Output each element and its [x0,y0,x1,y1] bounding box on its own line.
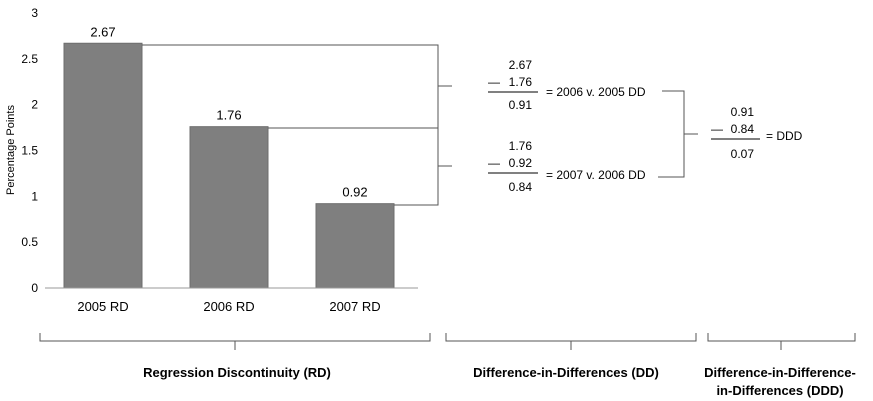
dd1-subtrahend: 1.76 [509,75,533,89]
dd2-subtrahend: 0.92 [509,156,533,170]
dd2-label: = 2007 v. 2006 DD [546,168,646,182]
y-tick-label: 3 [31,6,38,20]
ddd-minuend: 0.91 [731,105,755,119]
y-tick-label: 1 [31,189,38,203]
ddd-subtrahend: 0.84 [731,122,755,136]
data-label: 1.76 [216,108,241,123]
group-label-dd: Difference-in-Differences (DD) [473,365,659,380]
bars [63,42,395,289]
dd-calculation-2007-v-2006: 1.76 — 0.92 0.84 = 2007 v. 2006 DD [488,139,646,194]
category-labels: 2005 RD 2006 RD 2007 RD [77,299,380,314]
dd-calculation-2006-v-2005: 2.67 — 1.76 0.91 = 2006 v. 2005 DD [488,58,646,112]
ddd-minus-sign: — [711,122,723,136]
y-tick-label: 1.5 [21,144,38,158]
group-label-ddd-line2: in-Differences (DDD) [716,383,843,398]
group-label-ddd-line1: Difference-in-Difference- [704,365,856,380]
dd-bracket [658,90,685,178]
dd2-result: 0.84 [509,180,533,194]
y-tick-label: 0 [31,281,38,295]
bar [189,126,269,289]
bracket-2005-2006 [142,44,439,129]
ddd-result: 0.07 [731,147,755,161]
data-label: 2.67 [90,24,115,39]
dd1-result: 0.91 [509,98,533,112]
ddd-calculation: 0.91 — 0.84 0.07 = DDD [711,105,803,161]
y-axis-label: Percentage Points [5,105,17,195]
category-label: 2006 RD [203,299,254,314]
dd1-minuend: 2.67 [509,58,533,72]
data-labels: 2.67 1.76 0.92 [90,24,367,199]
dd1-minus-sign: — [488,75,500,89]
bar [63,42,143,289]
y-tick-label: 2 [31,98,38,112]
data-label: 0.92 [342,185,367,200]
group-label-rd: Regression Discontinuity (RD) [143,365,331,380]
dd1-label: = 2006 v. 2005 DD [546,85,646,99]
y-tick-labels: 0 0.5 1 1.5 2 2.5 3 [21,6,38,295]
category-label: 2007 RD [329,299,380,314]
ddd-label: = DDD [766,129,803,143]
category-label: 2005 RD [77,299,128,314]
dd-brace [445,333,697,342]
y-tick-label: 0.5 [21,235,38,249]
ddd-brace [707,333,856,342]
rd-brace [39,333,431,342]
dd2-minuend: 1.76 [509,139,533,153]
bar [315,203,395,289]
dd2-minus-sign: — [488,156,500,170]
y-tick-label: 2.5 [21,52,38,66]
